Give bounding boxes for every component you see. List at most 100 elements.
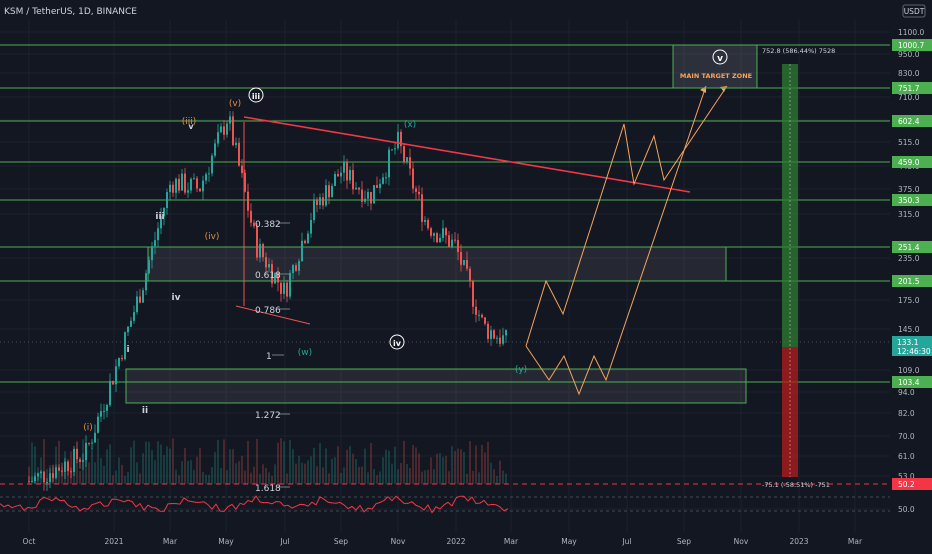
candle-body [370,191,372,204]
candle-body [349,169,351,181]
volume-bar [151,450,153,484]
candle-body [307,233,309,244]
wave-label-y: (y) [515,365,527,375]
volume-bar [487,441,489,484]
volume-bar [232,449,234,484]
candle-body [331,185,333,198]
volume-bar [259,474,261,484]
volume-bar [454,450,456,484]
candle-body [46,482,48,484]
candle-body [55,467,57,478]
candle-body [427,219,429,229]
candle-body [493,330,495,339]
descending-trendline[interactable] [243,116,691,193]
support-zone[interactable] [125,368,747,404]
volume-bar [85,451,87,484]
target-zone-box[interactable] [672,44,758,89]
volume-bar [265,467,267,484]
candle-body [355,187,357,190]
candle-body [28,481,30,483]
price-tick-label: 70.0 [898,432,915,441]
volume-bar [313,447,315,484]
volume-bar [268,472,270,484]
candle-body [61,470,63,472]
volume-bar [280,438,282,484]
candle-body [433,233,435,236]
price-tick-label: 950.0 [898,50,920,59]
wave-label-iv-orange: (iv) [205,232,220,242]
candle-body [73,448,75,472]
candle-body [400,131,402,147]
volume-bar [118,457,120,484]
volume-bar [262,464,264,484]
alternate-projection-path[interactable] [525,85,707,396]
volume-bar [412,445,414,484]
currency-badge[interactable] [902,4,926,18]
candle-body [316,199,318,206]
candle-body [457,240,459,252]
volume-bar [277,442,279,484]
volume-bar [217,440,219,484]
price-axis[interactable]: USDT 1100.0950.0830.0710.0615.0515.0445.… [890,0,932,532]
wave-label-iii-orange: (iii) [182,117,197,127]
candle-body [466,260,468,269]
volume-bar [385,449,387,484]
candle-body [226,123,228,135]
volume-bar [235,463,237,484]
fib-retracement[interactable] [235,122,311,488]
wave-label-x: (x) [404,120,416,130]
candle-body [463,260,465,265]
candle-body [421,194,423,222]
price-level-badge-text: 350.3 [898,196,920,205]
volume-bar [181,461,183,484]
volume-bar [46,468,48,484]
volume-bar [58,440,60,484]
volume-bar [31,442,33,484]
candle-body [214,143,216,156]
candle-body [499,337,501,344]
price-level-badge [892,275,932,287]
candle-body [193,178,195,180]
wave-label-iii-white: iii [155,212,164,222]
bullish-projection-path[interactable] [525,85,728,347]
candle-body [346,162,348,181]
volume-bar [196,456,198,484]
resistance-zone[interactable] [147,246,727,282]
volume-bar [163,454,165,484]
candle-body [295,265,297,271]
target-zone-label: MAIN TARGET ZONE [680,72,752,80]
volume-bar [274,464,276,484]
volume-bar [466,473,468,484]
target-wave-circle [712,49,728,65]
volume-bar [409,468,411,484]
volume-bar [439,453,441,484]
candle-body [232,116,234,146]
candle-body [502,335,504,344]
volume-bar [475,445,477,484]
time-axis[interactable]: Oct 2021 Mar May Jul Sep Nov 2022 Mar May Jul Sep No… [0,532,932,550]
candle-body [439,238,441,243]
candle-body [259,244,261,258]
volume-bar [376,475,378,484]
volume-bar [403,440,405,484]
wave-label-iv-white: iv [172,293,181,303]
grid-lines [0,20,890,532]
volume-bar [388,450,390,484]
price-tick-label: 830.0 [898,69,920,78]
candle-body [196,178,198,189]
volume-bar [238,461,240,484]
volume-bar [358,466,360,484]
price-level-badge-text: 50.2 [898,480,915,489]
volume-bar [241,455,243,484]
price-level-badge [892,39,932,51]
candle-body [88,442,90,444]
volume-bar [127,471,129,484]
volume-bar [319,443,321,484]
volume-bar [172,438,174,484]
candle-body [94,432,96,443]
candle-body [49,473,51,483]
volume-bar [133,440,135,484]
volume-bar [148,441,150,484]
